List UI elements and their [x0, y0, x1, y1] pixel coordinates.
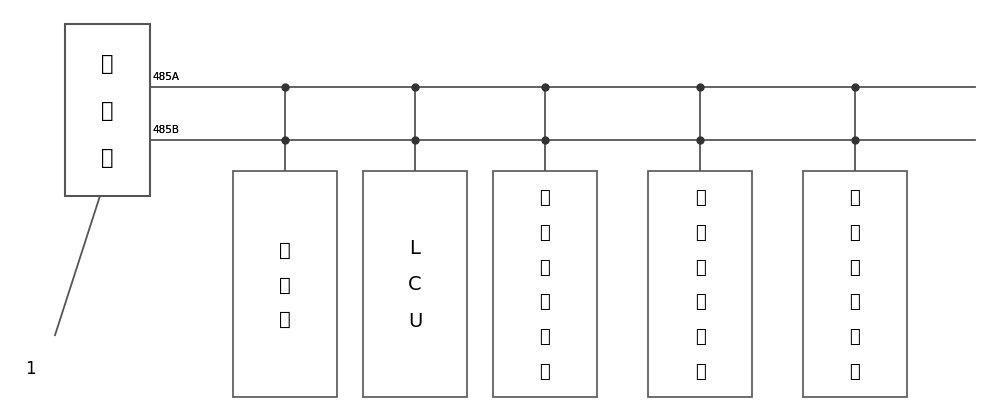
Text: 置: 置	[540, 362, 550, 380]
Text: 子: 子	[279, 275, 291, 294]
Text: 元: 元	[695, 362, 705, 380]
Bar	[803, 172, 907, 397]
Text: 息: 息	[540, 292, 550, 310]
Text: 485A: 485A	[152, 72, 179, 82]
Text: 信: 信	[540, 258, 550, 276]
Text: 显: 显	[101, 54, 114, 73]
Bar	[648, 172, 752, 397]
Text: 载: 载	[540, 223, 550, 241]
Text: 车: 车	[540, 189, 550, 207]
Text: 供: 供	[850, 258, 860, 276]
Text: 隔: 隔	[695, 258, 705, 276]
Text: 485B: 485B	[152, 125, 179, 135]
Text: 485B: 485B	[152, 125, 179, 135]
Text: 示: 示	[101, 101, 114, 120]
Text: 电: 电	[279, 240, 291, 259]
Bar	[363, 172, 467, 397]
Text: 装: 装	[850, 327, 860, 345]
Bar	[65, 25, 150, 196]
Text: 电: 电	[850, 292, 860, 310]
Text: 故: 故	[695, 189, 705, 207]
Text: L: L	[410, 238, 420, 257]
Text: 置: 置	[850, 362, 860, 380]
Text: U: U	[408, 312, 422, 330]
Text: 柜: 柜	[279, 310, 291, 328]
Text: 装: 装	[540, 327, 550, 345]
Text: 障: 障	[695, 223, 705, 241]
Text: C: C	[408, 275, 422, 294]
Bar	[233, 172, 337, 397]
Bar	[493, 172, 597, 397]
Text: 屏: 屏	[101, 148, 114, 167]
Text: 车: 车	[850, 223, 860, 241]
Text: 列: 列	[850, 189, 860, 207]
Text: 单: 单	[695, 327, 705, 345]
Text: 1: 1	[25, 359, 35, 377]
Text: 离: 离	[695, 292, 705, 310]
Text: 485A: 485A	[152, 72, 179, 82]
